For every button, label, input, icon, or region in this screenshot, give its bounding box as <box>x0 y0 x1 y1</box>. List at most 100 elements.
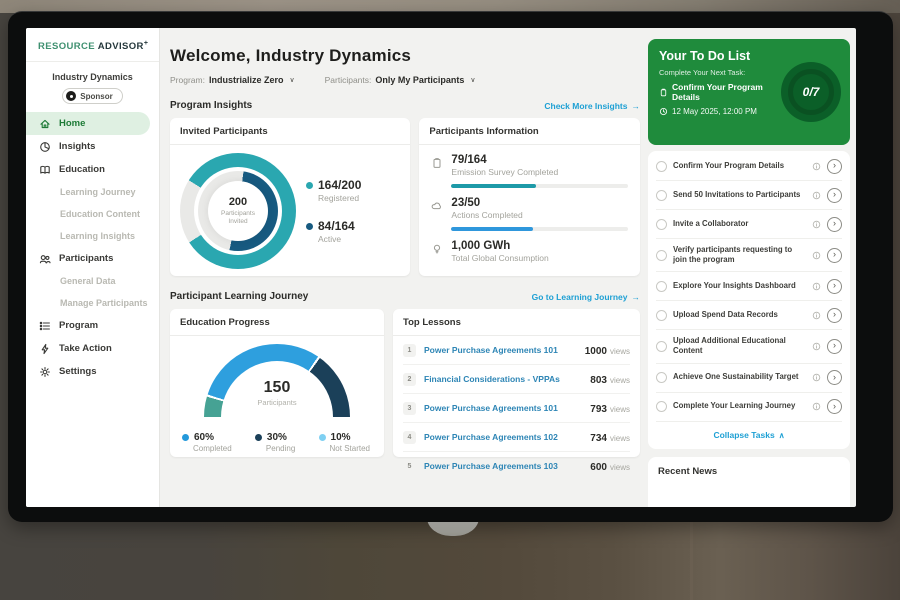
lesson-rank-badge: 4 <box>403 430 416 444</box>
chevron-right-icon: › <box>833 309 836 320</box>
task-open-button[interactable]: › <box>827 307 842 323</box>
info-icon[interactable] <box>812 282 821 291</box>
education-gauge-chart: 150 Participants <box>204 344 350 430</box>
sidebar-item-manage-participants[interactable]: Manage Participants <box>60 298 148 309</box>
monitor-bezel: RESOURCE ADVISOR+ Industry Dynamics Spon… <box>8 11 893 522</box>
program-filter[interactable]: Program: Industrialize Zero ∨ <box>170 75 295 85</box>
sidebar-item-education[interactable]: Education <box>26 158 159 181</box>
task-checkbox[interactable] <box>656 372 667 383</box>
lesson-row: 3 Power Purchase Agreements 101 793 views <box>403 394 630 423</box>
todo-subtitle: Complete Your Next Task: <box>659 68 746 77</box>
task-list: Confirm Your Program Details › Send 50 I… <box>656 152 842 422</box>
gauge-center-label: Participants <box>257 398 297 407</box>
go-to-learning-journey-link[interactable]: Go to Learning Journey → <box>531 291 641 302</box>
task-open-button[interactable]: › <box>827 247 842 263</box>
todo-title: Your To Do List <box>659 49 751 63</box>
lesson-views: 803 <box>590 375 607 386</box>
section-title: Participant Learning Journey <box>170 291 309 302</box>
todo-progress-ring: 0/7 <box>781 62 841 122</box>
todo-summary-card: Your To Do List Complete Your Next Task:… <box>648 39 850 145</box>
task-open-button[interactable]: › <box>827 399 842 414</box>
info-icon[interactable] <box>812 220 821 229</box>
chevron-right-icon: › <box>833 249 836 260</box>
task-label: Upload Additional Educational Content <box>673 336 786 356</box>
task-checkbox[interactable] <box>656 160 667 172</box>
insights-pie-icon <box>40 141 50 152</box>
task-open-button[interactable]: › <box>827 187 842 203</box>
task-checkbox[interactable] <box>656 401 667 412</box>
bulb-icon <box>434 244 441 254</box>
task-open-button[interactable]: › <box>827 216 842 232</box>
collapse-caret-icon: ∧ <box>778 430 785 440</box>
legend-registered: 164/200 Registered <box>306 178 361 203</box>
todo-panel: Your To Do List Complete Your Next Task:… <box>648 28 856 507</box>
invited-donut-chart: 200 Participants Invited <box>180 153 296 269</box>
task-checkbox[interactable] <box>656 309 667 321</box>
info-icon[interactable] <box>812 311 821 320</box>
task-label: Complete Your Learning Journey <box>673 401 796 411</box>
actions-progress-bar <box>451 227 628 231</box>
book-icon <box>40 165 50 174</box>
recent-news-card: Recent News <box>648 456 850 507</box>
sidebar-item-participants[interactable]: Participants <box>26 247 159 270</box>
lesson-views: 734 <box>590 433 607 444</box>
info-icon[interactable] <box>812 251 821 260</box>
chevron-down-icon: ∨ <box>289 77 295 84</box>
sidebar-item-program[interactable]: Program <box>26 314 159 337</box>
sidebar-item-insights[interactable]: Insights <box>26 135 159 158</box>
task-checkbox[interactable] <box>656 249 667 261</box>
card-title: Invited Participants <box>170 118 411 145</box>
lesson-title-link[interactable]: Financial Considerations - VPPAs <box>424 374 560 384</box>
chevron-right-icon: › <box>833 371 836 382</box>
sidebar-item-label: Take Action <box>59 343 112 355</box>
todo-next-task: Confirm Your Program Details <box>659 82 777 102</box>
sidebar-item-settings[interactable]: Settings <box>26 360 159 383</box>
sidebar-item-general-data[interactable]: General Data <box>60 276 116 287</box>
logo-text-secondary: ADVISOR <box>97 41 144 53</box>
info-icon[interactable] <box>812 342 821 351</box>
task-row: Confirm Your Program Details › <box>656 152 842 181</box>
sidebar-item-home[interactable]: Home <box>26 112 150 136</box>
task-row: Upload Spend Data Records › <box>656 301 842 331</box>
donut-center-label: Participants Invited <box>221 209 255 225</box>
task-open-button[interactable]: › <box>827 338 842 354</box>
lesson-title-link[interactable]: Power Purchase Agreements 101 <box>424 345 558 355</box>
sponsor-label: Sponsor <box>80 91 113 101</box>
info-icon[interactable] <box>812 162 821 171</box>
task-row: Verify participants requesting to join t… <box>656 239 842 273</box>
task-checkbox[interactable] <box>656 189 667 201</box>
info-icon[interactable] <box>812 191 821 200</box>
lesson-title-link[interactable]: Power Purchase Agreements 102 <box>424 432 558 442</box>
legend-not-started: 10% Not Started <box>318 432 370 453</box>
chevron-right-icon: › <box>833 218 836 228</box>
task-checkbox[interactable] <box>656 280 667 292</box>
task-checkbox[interactable] <box>656 340 667 352</box>
task-row: Send 50 Invitations to Participants › <box>656 181 842 210</box>
sidebar-item-take-action[interactable]: Take Action <box>26 337 159 360</box>
collapse-tasks-link[interactable]: Collapse Tasks ∧ <box>713 429 785 440</box>
check-more-insights-link[interactable]: Check More Insights → <box>544 100 641 111</box>
info-icon[interactable] <box>812 373 821 382</box>
task-checkbox[interactable] <box>656 218 667 230</box>
sidebar-item-learning-insights[interactable]: Learning Insights <box>60 231 136 242</box>
sidebar-item-learning-journey[interactable]: Learning Journey <box>60 187 136 198</box>
clock-icon <box>659 107 668 116</box>
task-open-button[interactable]: › <box>827 370 842 385</box>
home-icon <box>40 119 50 128</box>
arrow-right-icon: → <box>631 291 641 302</box>
participants-information-card: Participants Information 79/164 Emission… <box>419 118 640 276</box>
arrow-right-icon: → <box>631 100 641 111</box>
task-open-button[interactable]: › <box>827 278 842 294</box>
task-label: Confirm Your Program Details <box>673 160 785 170</box>
sidebar-item-education-content[interactable]: Education Content <box>60 209 140 220</box>
task-open-button[interactable]: › <box>827 158 842 174</box>
cloud-icon <box>432 202 442 210</box>
participants-filter[interactable]: Participants: Only My Participants ∨ <box>324 75 476 85</box>
lesson-title-link[interactable]: Power Purchase Agreements 103 <box>424 461 558 471</box>
sidebar-item-label: Participants <box>59 253 114 265</box>
lesson-title-link[interactable]: Power Purchase Agreements 101 <box>424 403 558 413</box>
lesson-row: 1 Power Purchase Agreements 101 1000 view… <box>403 336 630 365</box>
info-icon[interactable] <box>812 402 821 411</box>
stat-total-consumption: 1,000 GWh Total Global Consumption <box>431 240 628 263</box>
